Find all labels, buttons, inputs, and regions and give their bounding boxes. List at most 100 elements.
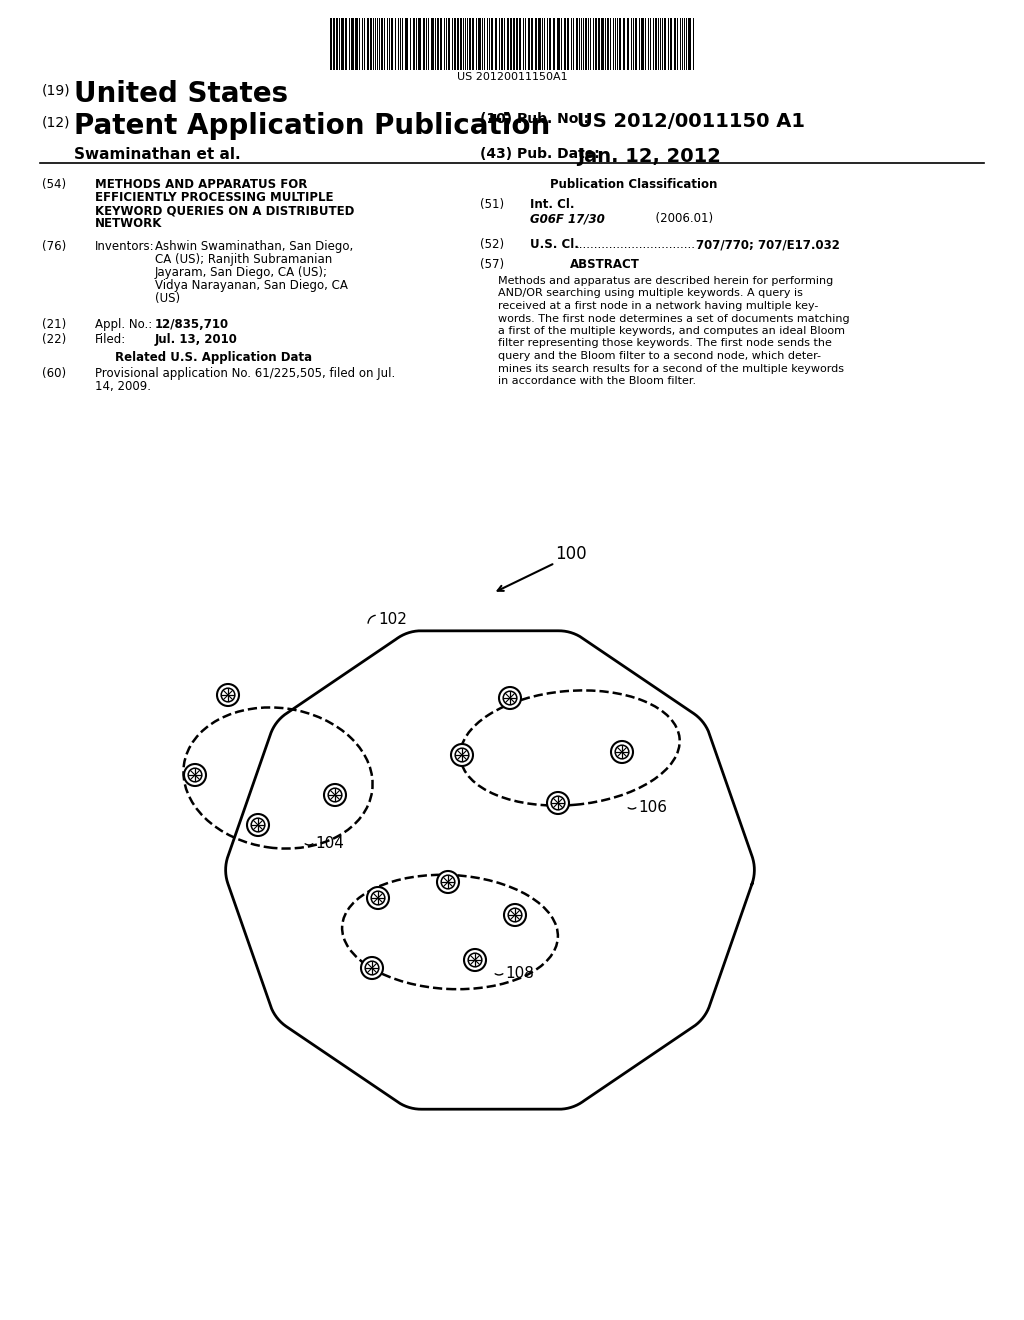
Circle shape xyxy=(247,814,269,836)
Bar xyxy=(437,18,439,70)
Circle shape xyxy=(451,744,473,766)
Text: Patent Application Publication: Patent Application Publication xyxy=(74,112,550,140)
Bar xyxy=(549,18,551,70)
Bar xyxy=(595,18,597,70)
Text: METHODS AND APPARATUS FOR: METHODS AND APPARATUS FOR xyxy=(95,178,307,191)
Bar xyxy=(472,18,474,70)
Text: words. The first node determines a set of documents matching: words. The first node determines a set o… xyxy=(498,314,850,323)
Text: Ashwin Swaminathan, San Diego,: Ashwin Swaminathan, San Diego, xyxy=(155,240,353,253)
Circle shape xyxy=(361,957,383,979)
Circle shape xyxy=(441,875,455,888)
Bar xyxy=(516,18,518,70)
Text: (21): (21) xyxy=(42,318,67,331)
Text: a first of the multiple keywords, and computes an ideal Bloom: a first of the multiple keywords, and co… xyxy=(498,326,845,337)
Text: (52): (52) xyxy=(480,238,504,251)
Text: (19): (19) xyxy=(42,84,71,98)
Bar xyxy=(367,18,369,70)
Circle shape xyxy=(508,908,522,921)
Bar xyxy=(567,18,569,70)
Bar xyxy=(449,18,450,70)
Text: (43) Pub. Date:: (43) Pub. Date: xyxy=(480,147,600,161)
Circle shape xyxy=(188,768,202,781)
Text: (57): (57) xyxy=(480,257,504,271)
Bar xyxy=(674,18,676,70)
Bar xyxy=(457,18,459,70)
Text: 100: 100 xyxy=(555,545,587,564)
Text: 102: 102 xyxy=(378,612,407,627)
Circle shape xyxy=(499,686,521,709)
Text: US 2012/0011150 A1: US 2012/0011150 A1 xyxy=(577,112,805,131)
Circle shape xyxy=(464,949,486,972)
Bar xyxy=(460,18,462,70)
Bar xyxy=(519,18,521,70)
Circle shape xyxy=(217,684,239,706)
Bar xyxy=(370,18,372,70)
Bar xyxy=(641,18,644,70)
Bar xyxy=(664,18,666,70)
Text: United States: United States xyxy=(74,81,288,108)
Text: Jan. 12, 2012: Jan. 12, 2012 xyxy=(577,147,721,166)
Bar xyxy=(618,18,621,70)
Circle shape xyxy=(184,764,206,785)
Circle shape xyxy=(615,746,629,759)
Text: 106: 106 xyxy=(638,800,667,814)
Text: U.S. Cl.: U.S. Cl. xyxy=(530,238,579,251)
Bar xyxy=(513,18,515,70)
Text: mines its search results for a second of the multiple keywords: mines its search results for a second of… xyxy=(498,363,844,374)
Circle shape xyxy=(437,871,459,894)
Bar xyxy=(528,18,530,70)
Text: Publication Classification: Publication Classification xyxy=(550,178,718,191)
Circle shape xyxy=(468,953,482,966)
Text: (51): (51) xyxy=(480,198,504,211)
Text: Swaminathan et al.: Swaminathan et al. xyxy=(74,147,241,162)
Bar xyxy=(655,18,657,70)
Text: (76): (76) xyxy=(42,240,67,253)
Bar xyxy=(601,18,604,70)
Bar xyxy=(585,18,587,70)
Bar xyxy=(341,18,344,70)
Text: 14, 2009.: 14, 2009. xyxy=(95,380,151,393)
Bar xyxy=(454,18,456,70)
Text: G06F 17/30: G06F 17/30 xyxy=(530,213,605,224)
Circle shape xyxy=(328,788,342,801)
Text: Inventors:: Inventors: xyxy=(95,240,155,253)
Bar xyxy=(635,18,637,70)
Text: received at a first node in a network having multiple key-: received at a first node in a network ha… xyxy=(498,301,818,312)
Text: AND/OR searching using multiple keywords. A query is: AND/OR searching using multiple keywords… xyxy=(498,289,803,298)
Text: Jayaram, San Diego, CA (US);: Jayaram, San Diego, CA (US); xyxy=(155,267,328,279)
Bar xyxy=(355,18,358,70)
Bar xyxy=(345,18,347,70)
Circle shape xyxy=(221,688,234,702)
Circle shape xyxy=(551,796,565,809)
Text: 104: 104 xyxy=(315,836,344,851)
Text: (US): (US) xyxy=(155,292,180,305)
Text: Int. Cl.: Int. Cl. xyxy=(530,198,574,211)
Bar xyxy=(333,18,335,70)
Bar xyxy=(469,18,471,70)
Bar xyxy=(564,18,566,70)
Text: Related U.S. Application Data: Related U.S. Application Data xyxy=(115,351,312,364)
Circle shape xyxy=(324,784,346,807)
Text: (10) Pub. No.:: (10) Pub. No.: xyxy=(480,112,589,125)
Bar xyxy=(575,18,578,70)
Text: US 20120011150A1: US 20120011150A1 xyxy=(457,73,567,82)
Text: Provisional application No. 61/225,505, filed on Jul.: Provisional application No. 61/225,505, … xyxy=(95,367,395,380)
Bar xyxy=(623,18,625,70)
Bar xyxy=(440,18,442,70)
Text: Appl. No.:: Appl. No.: xyxy=(95,318,153,331)
Bar xyxy=(495,18,497,70)
Polygon shape xyxy=(225,631,755,1109)
Circle shape xyxy=(366,961,379,974)
Bar xyxy=(607,18,609,70)
Bar xyxy=(406,18,408,70)
Bar xyxy=(490,18,493,70)
Text: (12): (12) xyxy=(42,116,71,129)
Text: (60): (60) xyxy=(42,367,67,380)
Circle shape xyxy=(504,904,526,927)
Bar xyxy=(531,18,534,70)
Circle shape xyxy=(251,818,265,832)
Text: in accordance with the Bloom filter.: in accordance with the Bloom filter. xyxy=(498,376,696,385)
Bar xyxy=(688,18,691,70)
Text: Filed:: Filed: xyxy=(95,333,126,346)
Bar xyxy=(538,18,541,70)
